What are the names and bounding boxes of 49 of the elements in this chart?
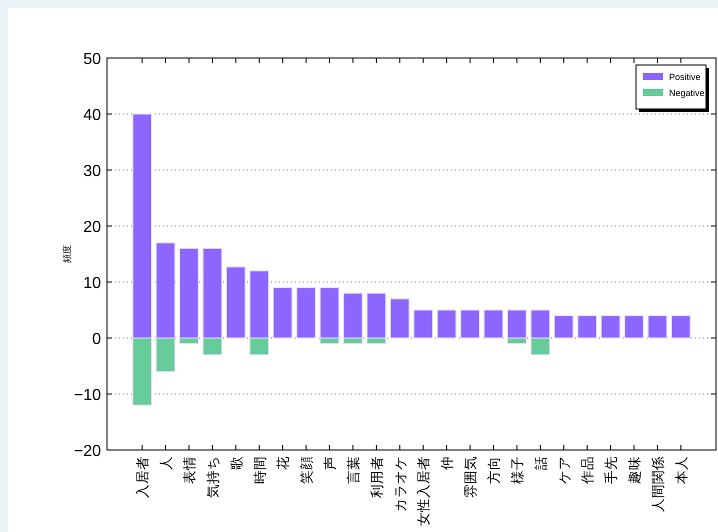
x-tick-label: 方向 [486, 456, 502, 484]
bar [296, 287, 316, 338]
x-tick-label: 趣味 [627, 456, 642, 484]
x-tick-label: 人 [158, 456, 174, 470]
bar [460, 310, 480, 338]
x-tick-label: 様子 [510, 456, 525, 484]
x-tick-label: 話 [533, 456, 548, 470]
x-tick-label: 言葉 [346, 456, 361, 484]
bar [648, 315, 668, 338]
x-tick-label: 入居者 [135, 456, 150, 498]
y-axis-title: 頻度 [62, 245, 72, 263]
x-tick-label: 手先 [604, 456, 619, 484]
x-tick-label: 歌 [228, 456, 244, 470]
y-tick-label: 10 [83, 275, 102, 292]
x-tick-label: 花 [276, 456, 291, 470]
x-tick-label: 雰囲気 [463, 456, 478, 498]
bar [272, 287, 293, 338]
bar [600, 315, 620, 338]
y-tick-label: 0 [92, 331, 102, 348]
bar [436, 310, 457, 338]
x-tick-label: カラオケ [392, 456, 408, 512]
x-tick-label: 声 [322, 456, 338, 470]
x-tick-label: 気持ち [205, 456, 220, 498]
y-tick-label: 20 [83, 219, 102, 236]
y-tick-label: −10 [74, 387, 102, 404]
bar [413, 310, 434, 338]
legend-label: Negative [669, 88, 705, 98]
bar [226, 266, 246, 338]
bar [484, 310, 504, 338]
y-tick-label: 30 [83, 163, 102, 180]
x-tick-label: 女性入居者 [416, 456, 432, 526]
x-tick-label: 人間関係 [650, 456, 666, 512]
bar [390, 298, 410, 338]
x-tick-label: 利用者 [369, 456, 384, 498]
y-tick-label: 50 [83, 51, 102, 68]
bar [624, 315, 644, 338]
legend-label: Positive [669, 72, 701, 82]
y-tick-label: 40 [83, 107, 102, 124]
y-tick-label: −20 [74, 443, 102, 460]
bar [577, 315, 598, 338]
bar [554, 315, 574, 338]
bar [670, 315, 691, 338]
x-tick-label: 本人 [674, 456, 689, 484]
x-tick-label: ケア [556, 456, 572, 484]
x-tick-label: 表情 [182, 456, 197, 484]
x-tick-label: 仲 [440, 456, 455, 470]
x-tick-label: 作品 [580, 456, 596, 485]
x-tick-label: 時間 [252, 456, 268, 484]
x-tick-label: 笑顔 [299, 456, 314, 484]
